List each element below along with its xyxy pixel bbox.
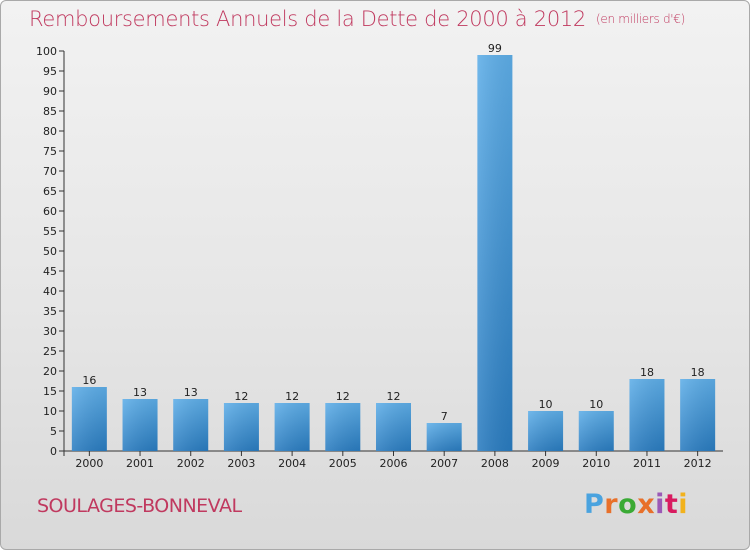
logo-letter: x	[637, 489, 656, 520]
y-tick-label: 85	[43, 105, 57, 118]
y-tick-label: 70	[43, 165, 57, 178]
chart-unit: (en milliers d'€)	[596, 12, 686, 26]
x-tick-label: 2008	[481, 457, 509, 470]
proxiti-logo[interactable]: Proxiti	[584, 489, 688, 520]
bar-shade	[122, 399, 158, 451]
y-tick-label: 55	[43, 225, 57, 238]
data-labels: 16 13 13 12 12 12 12 7 99 10 10 18 18	[82, 42, 704, 423]
y-tick-label: 65	[43, 185, 57, 198]
y-tick-label: 90	[43, 85, 57, 98]
y-tick-label: 25	[43, 345, 57, 358]
y-tick-label: 50	[43, 245, 57, 258]
y-tick-label: 100	[36, 45, 57, 58]
y-tick-label: 45	[43, 265, 57, 278]
logo-letter: P	[584, 489, 605, 520]
bar-value-label: 10	[539, 398, 553, 411]
bar-shade	[528, 411, 564, 451]
commune-name: SOULAGES-BONNEVAL	[37, 495, 242, 517]
y-tick-label: 10	[43, 405, 57, 418]
y-tick-label: 30	[43, 325, 57, 338]
y-tick-label: 40	[43, 285, 57, 298]
logo-letter: o	[618, 489, 638, 520]
y-tick-label: 35	[43, 305, 57, 318]
bar-value-label: 16	[82, 374, 96, 387]
x-tick-label: 2000	[75, 457, 103, 470]
x-tick-label: 2001	[126, 457, 154, 470]
logo-letter: i	[655, 489, 665, 520]
logo-letter: t	[664, 489, 679, 520]
x-axis: 2000 2001 2002 2003 2004 2005 2006 2007 2008 2009…	[59, 450, 723, 470]
bar-shade	[325, 403, 361, 451]
bar-value-label: 12	[387, 390, 401, 403]
bar-value-label: 12	[234, 390, 248, 403]
bar-shade	[629, 379, 665, 451]
chart-title: Remboursements Annuels de la Dette de 20…	[29, 7, 685, 31]
y-tick-label: 80	[43, 125, 57, 138]
x-tick-label: 2007	[430, 457, 458, 470]
bar-value-label: 10	[589, 398, 603, 411]
bar-shade	[223, 403, 259, 451]
bar-value-label: 13	[184, 386, 198, 399]
x-tick-label: 2006	[380, 457, 408, 470]
chart-title-text: Remboursements Annuels de la Dette de 20…	[29, 7, 586, 31]
y-tick-label: 5	[50, 425, 57, 438]
x-tick-label: 2004	[278, 457, 306, 470]
x-tick-label: 2012	[684, 457, 712, 470]
bar-shade	[426, 423, 462, 451]
y-tick-label: 60	[43, 205, 57, 218]
x-tick-label: 2005	[329, 457, 357, 470]
bar-value-label: 13	[133, 386, 147, 399]
bar-value-label: 12	[285, 390, 299, 403]
bar-shade	[274, 403, 310, 451]
x-tick-label: 2002	[177, 457, 205, 470]
y-tick-label: 75	[43, 145, 57, 158]
bars	[71, 55, 716, 451]
bar-shade	[71, 387, 107, 451]
bar-shade	[376, 403, 411, 451]
bar-value-label: 12	[336, 390, 350, 403]
logo-letter: i	[678, 489, 689, 520]
x-tick-label: 2009	[532, 457, 560, 470]
bar-shade	[578, 411, 614, 451]
y-tick-label: 20	[43, 365, 57, 378]
x-tick-label: 2003	[227, 457, 255, 470]
bar-value-label: 18	[691, 366, 705, 379]
bar-value-label: 99	[488, 42, 502, 55]
bar-value-label: 18	[640, 366, 654, 379]
bar-value-label: 7	[441, 410, 448, 423]
y-tick-label: 15	[43, 385, 57, 398]
y-tick-label: 95	[43, 65, 57, 78]
bar-shade	[477, 55, 513, 451]
logo-letter: r	[604, 489, 619, 520]
y-axis: 0 5 10 15 20 25 30 35 40 45 50 55 60 65 70 75 80 85 90 95 10…	[36, 45, 65, 458]
x-tick-label: 2011	[633, 457, 661, 470]
bar-shade	[680, 379, 716, 451]
bar-shade	[173, 399, 209, 451]
x-tick-label: 2010	[582, 457, 610, 470]
y-tick-label: 0	[50, 445, 57, 458]
